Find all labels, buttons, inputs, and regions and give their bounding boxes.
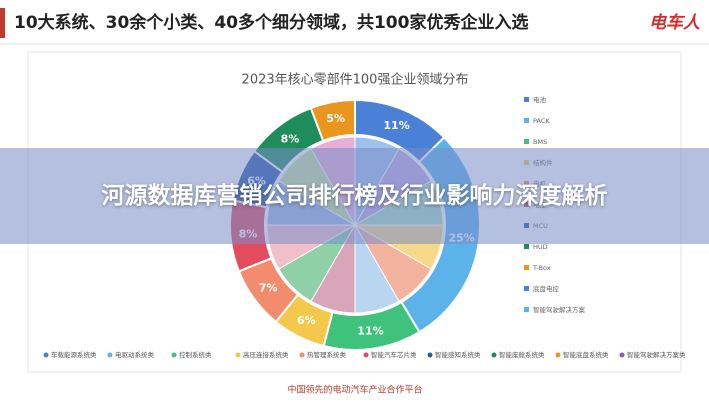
side-swatch <box>524 97 529 102</box>
slice-label: 11% <box>357 324 383 337</box>
title-accent <box>0 8 5 38</box>
legend-label: 智能感知系统类 <box>435 350 481 359</box>
pie-slice <box>309 98 356 143</box>
legend-label: 电驱动系统类 <box>115 350 155 359</box>
legend-marker <box>235 352 241 358</box>
footer: 中国领先的电动汽车产业合作平台 <box>287 384 422 396</box>
legend-marker <box>363 352 369 358</box>
legend-label: 控制系统类 <box>179 350 212 359</box>
chart-title: 2023年核心零部件100强企业领域分布 <box>242 72 469 88</box>
side-swatch <box>524 139 529 144</box>
side-label: 智能驾驶解决方案 <box>533 305 586 314</box>
side-swatch <box>524 265 529 270</box>
slice-label: 7% <box>259 282 278 295</box>
overlay-text: 河源数据库营销公司排行榜及行业影响力深度解析 <box>101 183 608 209</box>
slice-label: 6% <box>297 314 316 327</box>
legend-label: 车载能源系统类 <box>51 350 97 359</box>
legend-label: 智能汽车芯片类 <box>371 350 417 359</box>
legend-label: 智能底盘系统类 <box>563 350 609 359</box>
legend-marker <box>619 352 625 358</box>
legend-marker <box>299 352 305 358</box>
legend-marker <box>43 352 49 358</box>
side-swatch <box>524 118 529 123</box>
slice-label: 8% <box>281 132 300 145</box>
side-label: 电池 <box>533 95 547 104</box>
legend-label: 智能座舱系统类 <box>499 350 545 359</box>
legend-label: 智能驾驶解决方案类 <box>627 350 686 359</box>
side-swatch <box>524 286 529 291</box>
legend-marker <box>491 352 497 358</box>
logo: 电车人 <box>649 13 701 33</box>
side-swatch <box>524 244 529 249</box>
legend-marker <box>427 352 433 358</box>
side-label: PACK <box>533 117 550 125</box>
legend-label: 高压连接系统类 <box>243 350 289 359</box>
legend-label: 热管理系统类 <box>307 350 347 359</box>
side-label: T-Box <box>532 264 551 272</box>
side-label: BMS <box>533 138 547 146</box>
slice-label: 11% <box>383 119 409 132</box>
legend-marker <box>555 352 561 358</box>
overlay-banner: 河源数据库营销公司排行榜及行业影响力深度解析 <box>0 148 709 244</box>
side-label: 底盘电控 <box>533 284 560 293</box>
legend-marker <box>107 352 113 358</box>
page-title: 10大系统、30余个小类、40多个细分领域，共100家优秀企业入选 <box>14 12 528 33</box>
legend-marker <box>171 352 177 358</box>
side-label: HUD <box>533 243 548 251</box>
slice-label: 5% <box>326 112 345 125</box>
side-swatch <box>524 307 529 312</box>
